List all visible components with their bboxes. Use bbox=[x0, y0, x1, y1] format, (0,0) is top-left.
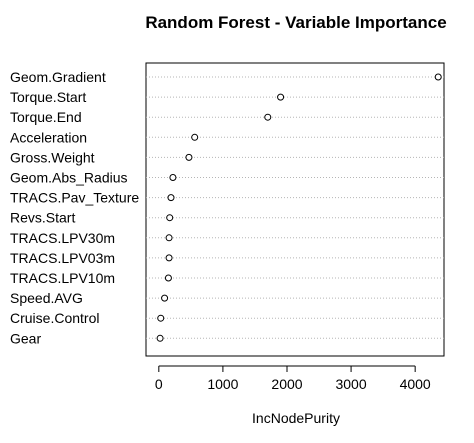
point-speed-avg bbox=[161, 294, 169, 302]
point-tracs-pav-texture bbox=[167, 194, 175, 202]
variable-label-tracs-lpv03m: TRACS.LPV03m bbox=[10, 250, 115, 266]
point-acceleration bbox=[191, 133, 199, 141]
plot-frame bbox=[145, 62, 445, 357]
data-points bbox=[156, 73, 442, 342]
x-tick-label-4000: 4000 bbox=[400, 376, 431, 392]
variable-label-torque-end: Torque.End bbox=[10, 109, 82, 125]
point-geom-abs-radius bbox=[169, 174, 177, 181]
chart-title: Random Forest - Variable Importance bbox=[145, 13, 446, 32]
point-gear bbox=[156, 334, 164, 342]
point-geom-gradient bbox=[434, 73, 442, 81]
x-tick-label-2000: 2000 bbox=[271, 376, 302, 392]
point-tracs-lpv10m bbox=[164, 274, 172, 282]
x-axis-title: IncNodePurity bbox=[252, 410, 340, 426]
point-cruise-control bbox=[157, 314, 165, 322]
point-gross-weight bbox=[185, 153, 193, 161]
variable-label-tracs-lpv10m: TRACS.LPV10m bbox=[10, 270, 115, 286]
variable-label-tracs-lpv30m: TRACS.LPV30m bbox=[10, 230, 115, 246]
point-tracs-lpv30m bbox=[165, 234, 173, 242]
grid-lines bbox=[146, 76, 444, 339]
variable-label-cruise-control: Cruise.Control bbox=[10, 310, 99, 326]
variable-label-tracs-pav-texture: TRACS.Pav_Texture bbox=[10, 190, 139, 206]
variable-label-geom-gradient: Geom.Gradient bbox=[10, 69, 106, 85]
variable-label-speed-avg: Speed.AVG bbox=[10, 290, 83, 306]
variable-label-gross-weight: Gross.Weight bbox=[10, 149, 95, 165]
x-tick-label-0: 0 bbox=[155, 376, 163, 392]
variable-label-geom-abs-radius: Geom.Abs_Radius bbox=[10, 170, 128, 186]
variable-labels: Geom.Gradient Torque.Start Torque.End Accel… bbox=[10, 69, 139, 346]
x-tick-label-1000: 1000 bbox=[207, 376, 238, 392]
x-tick-label-3000: 3000 bbox=[335, 376, 366, 392]
x-axis: 0 1000 2000 3000 4000 bbox=[155, 365, 431, 392]
point-torque-end bbox=[264, 113, 272, 121]
variable-label-torque-start: Torque.Start bbox=[10, 89, 86, 105]
point-torque-start bbox=[277, 93, 285, 101]
point-tracs-lpv03m bbox=[165, 254, 173, 262]
variable-label-gear: Gear bbox=[10, 330, 41, 346]
variable-label-acceleration: Acceleration bbox=[10, 129, 87, 145]
variable-label-revs-start: Revs.Start bbox=[10, 210, 75, 226]
point-revs-start bbox=[166, 214, 174, 222]
